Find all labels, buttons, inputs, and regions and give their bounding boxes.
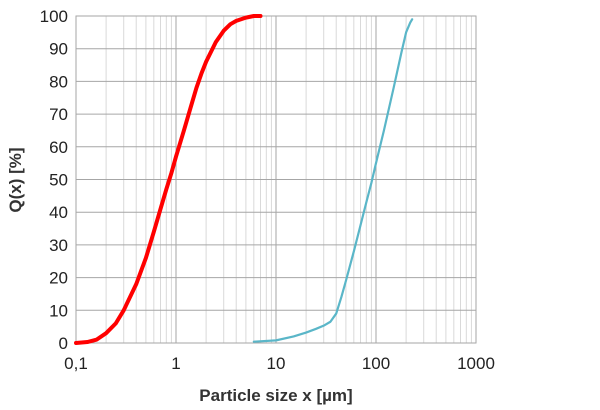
y-tick-label: 80 bbox=[49, 72, 68, 91]
x-tick-label: 0,1 bbox=[64, 354, 88, 373]
y-tick-label: 90 bbox=[49, 40, 68, 59]
y-tick-label: 100 bbox=[40, 7, 68, 26]
y-tick-label: 0 bbox=[59, 334, 68, 353]
y-tick-label: 30 bbox=[49, 236, 68, 255]
x-axis-title: Particle size x [µm] bbox=[199, 386, 352, 405]
x-tick-label: 1 bbox=[171, 354, 180, 373]
y-tick-label: 70 bbox=[49, 105, 68, 124]
y-tick-label: 10 bbox=[49, 301, 68, 320]
y-tick-label: 20 bbox=[49, 269, 68, 288]
plot-frame bbox=[75, 15, 477, 344]
y-axis-title: Q(x) [%] bbox=[6, 147, 25, 212]
x-tick-label: 1000 bbox=[457, 354, 495, 373]
y-tick-label: 40 bbox=[49, 203, 68, 222]
series-layer bbox=[74, 14, 414, 345]
series-line-1 bbox=[74, 14, 263, 345]
y-tick-label: 60 bbox=[49, 138, 68, 157]
series-line-2 bbox=[252, 18, 414, 343]
x-tick-label: 100 bbox=[362, 354, 390, 373]
x-tick-labels: 0,1 1 10 100 1000 bbox=[64, 354, 495, 373]
y-tick-labels: 0 10 20 30 40 50 60 70 80 90 100 bbox=[40, 7, 68, 353]
x-tick-label: 10 bbox=[267, 354, 286, 373]
y-tick-label: 50 bbox=[49, 171, 68, 190]
